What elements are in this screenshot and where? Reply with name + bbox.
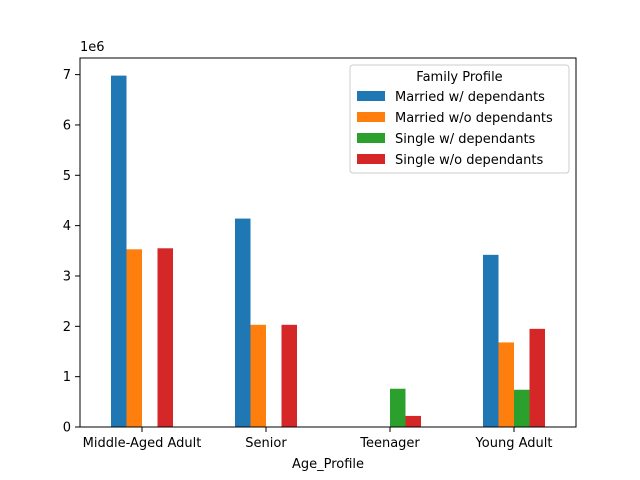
bar-2-4	[498, 342, 514, 427]
y-tick-label-5: 5	[63, 169, 71, 184]
y-tick-label-4: 4	[63, 219, 71, 234]
x-tick-label-1: Senior	[245, 436, 287, 451]
legend-swatch-1	[357, 91, 385, 101]
legend-entry-4: Single w/o dependants	[395, 153, 543, 168]
legend-entry-1: Married w/ dependants	[395, 90, 545, 105]
legend-title: Family Profile	[416, 70, 502, 85]
legend-entry-2: Married w/o dependants	[395, 111, 553, 126]
x-tick-label-2: Teenager	[359, 436, 420, 451]
legend-box	[349, 64, 570, 174]
y-tick-label-2: 2	[63, 320, 71, 335]
x-tick-label-0: Middle-Aged Adult	[83, 436, 202, 451]
bar-3-4	[514, 389, 530, 427]
x-axis-label: Age_Profile	[292, 457, 364, 472]
bar-2-1	[126, 249, 142, 427]
y-tick-label-1: 1	[63, 370, 71, 385]
y-axis-ticks: 0 1 2 3 4 5 6 7	[63, 68, 80, 436]
bar-1-4	[483, 254, 499, 427]
bar-4-2	[281, 324, 297, 427]
bar-4-3	[405, 415, 421, 427]
legend-items: Married w/ dependants Married w/o dependa…	[357, 90, 553, 168]
bar-2-2	[250, 324, 266, 427]
bar-1-2	[235, 218, 251, 427]
bar-4-1	[157, 248, 173, 427]
axes-frame	[79, 57, 577, 428]
x-axis-ticks: Middle-Aged Adult Senior Teenager Young Adu…	[83, 427, 553, 451]
bar-1-1	[111, 75, 127, 427]
y-tick-label-6: 6	[63, 118, 71, 133]
y-tick-label-7: 7	[63, 68, 71, 83]
legend: Family Profile Married w/ dependantsMarr…	[349, 64, 570, 174]
y-tick-label-3: 3	[63, 269, 71, 284]
bar-4-4	[529, 328, 545, 427]
legend-swatch-4	[357, 154, 385, 164]
legend-entry-3: Single w/ dependants	[395, 132, 536, 147]
x-tick-label-3: Young Adult	[475, 436, 553, 451]
bars-layer	[111, 75, 545, 427]
y-axis-offset-label: 1e6	[80, 40, 105, 55]
legend-swatch-2	[357, 112, 385, 122]
bar-3-3	[390, 388, 406, 427]
legend-swatch-3	[357, 133, 385, 143]
y-tick-label-0: 0	[63, 421, 71, 436]
